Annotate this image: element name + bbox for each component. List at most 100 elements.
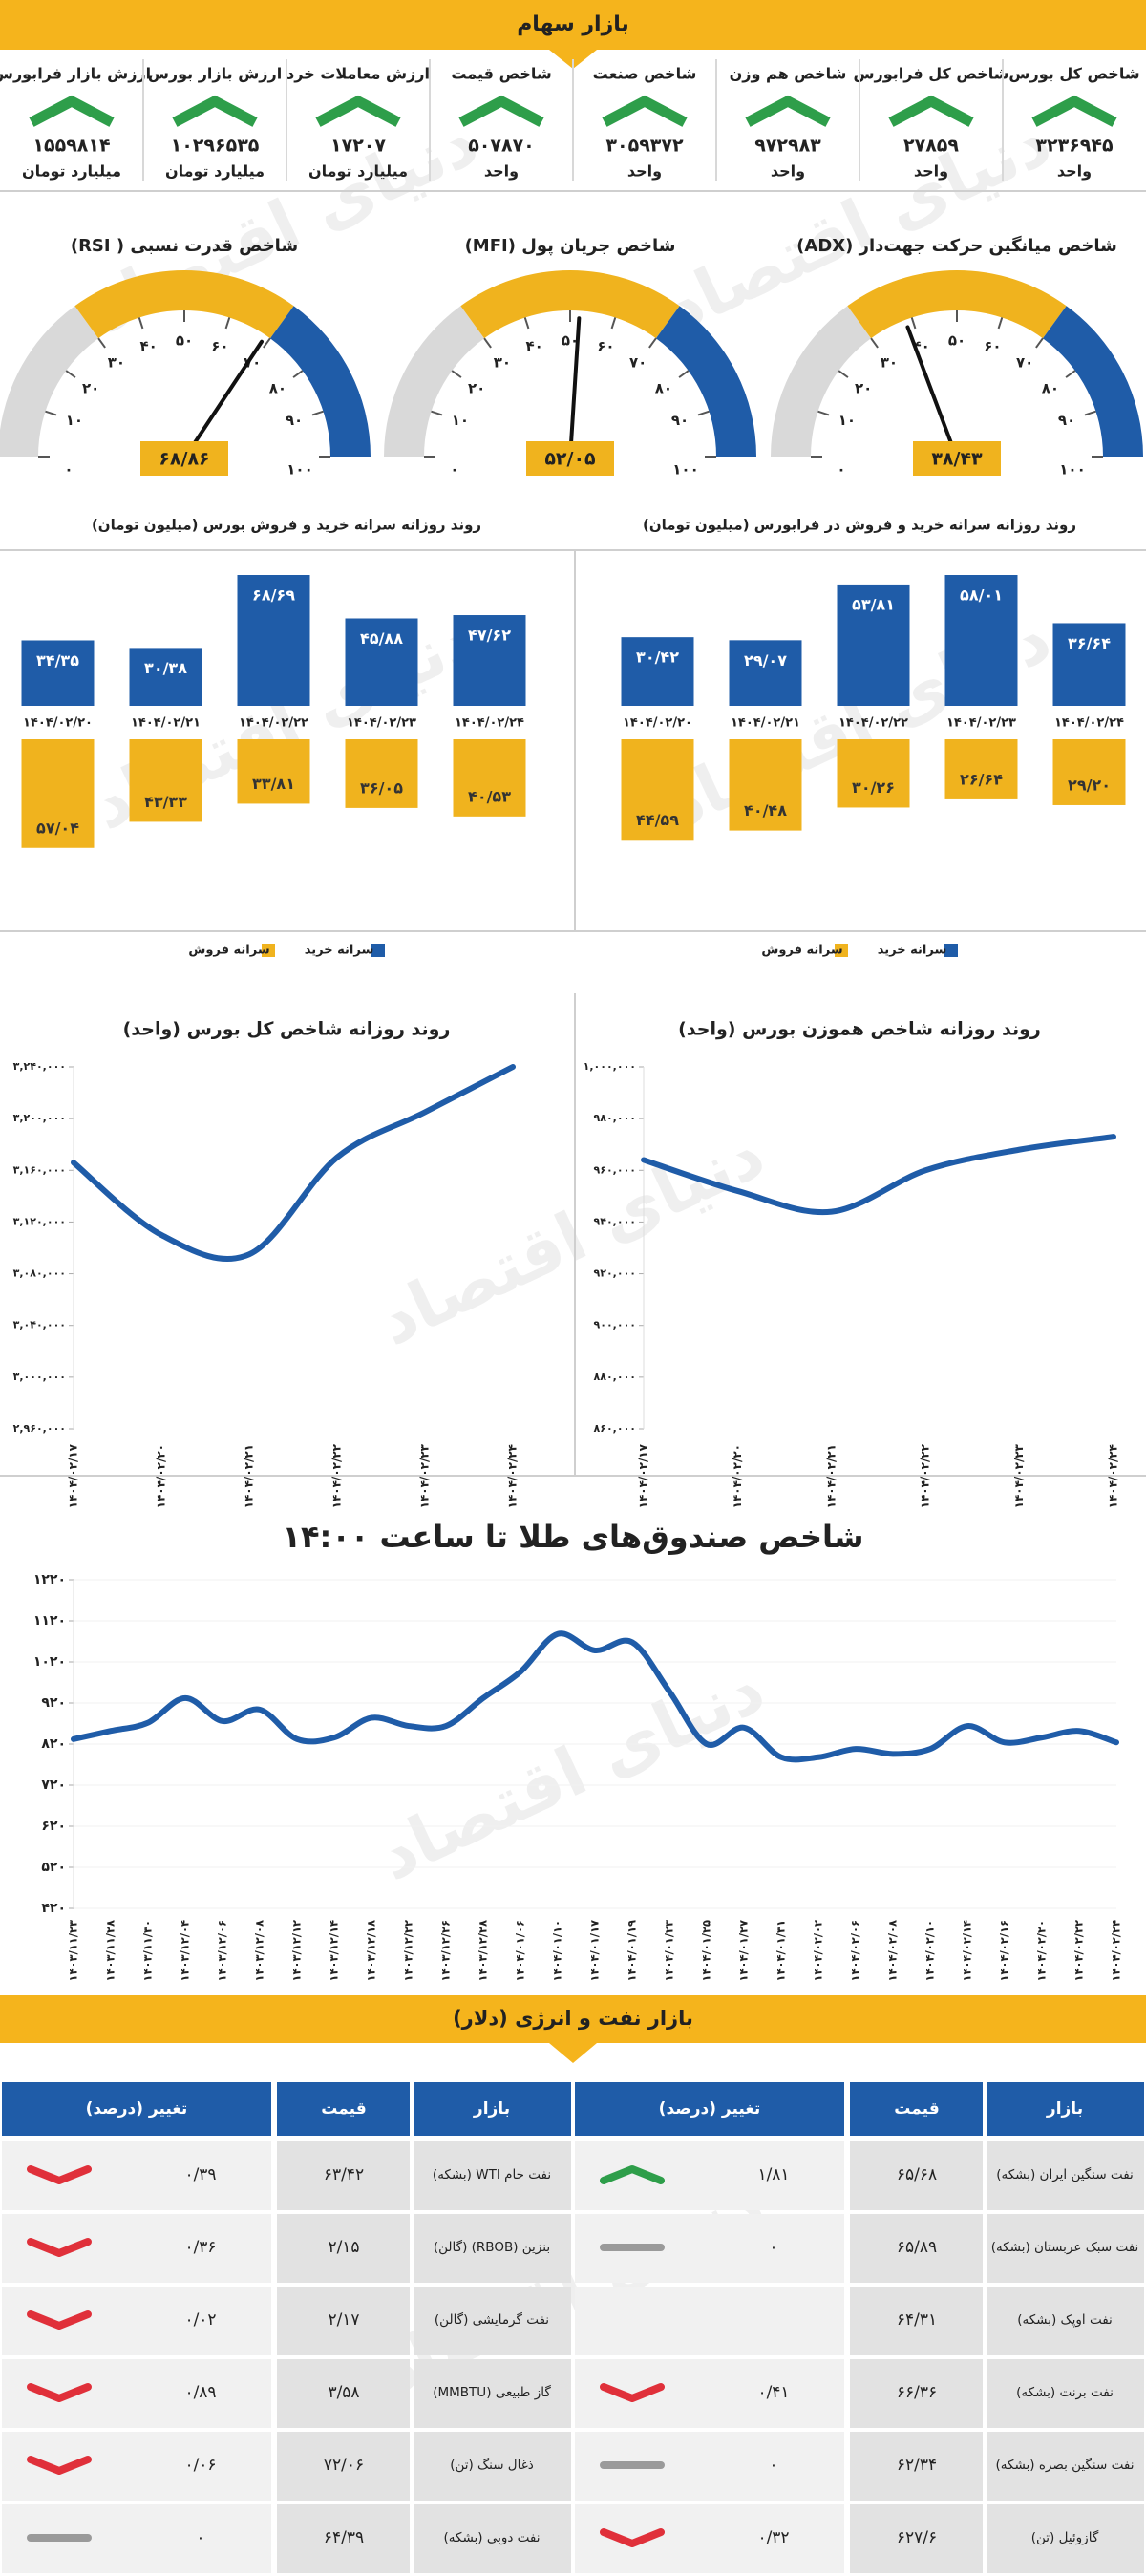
- x-tick-label: ۱۴۰۴/۰۲/۲۲: [239, 716, 308, 731]
- y-tick-label: ۸۸۰,۰۰۰: [594, 1371, 636, 1383]
- gauge-tick-label: ۳۰: [108, 354, 125, 372]
- y-tick-label: ۹۲۰: [41, 1695, 66, 1711]
- gauge-tick-label: ۹۰: [1058, 412, 1075, 429]
- indicator-arrow: [745, 95, 831, 127]
- x-tick-label: ۱۴۰۳/۱۲/۰۴: [179, 1920, 192, 1982]
- x-tick-label: ۱۴۰۴/۰۲/۱۰: [923, 1920, 937, 1982]
- x-tick-label: ۱۴۰۴/۰۲/۲۰: [731, 1444, 744, 1508]
- y-tick-label: ۳,۰۴۰,۰۰۰: [13, 1319, 66, 1331]
- gauge-tick-label: ۱۰۰: [286, 461, 312, 479]
- x-tick-label: ۱۴۰۴/۰۲/۲۳: [418, 1443, 432, 1508]
- x-tick-label: ۱۴۰۴/۰۲/۲۲: [919, 1443, 932, 1508]
- table-cell: [414, 2359, 571, 2428]
- y-tick-label: ۳,۰۸۰,۰۰۰: [13, 1267, 66, 1280]
- change: ۰/۴۱: [757, 2383, 789, 2402]
- legend-swatch: [262, 944, 275, 957]
- value-label: ۴۳/۳۳: [144, 793, 187, 811]
- price: ۶۲۷/۶: [897, 2528, 937, 2547]
- indicator-unit: واحد: [484, 162, 519, 181]
- x-tick-label: ۱۴۰۳/۱۱/۲۳: [67, 1920, 80, 1982]
- y-tick-label: ۸۲۰: [41, 1736, 66, 1752]
- indicator-title: شاخص کل فرابورس: [853, 65, 1008, 83]
- gauge-tick: [1065, 370, 1076, 378]
- gauge-tick-label: ۱۰: [838, 412, 856, 429]
- indicator-unit: میلیارد تومان: [308, 162, 408, 181]
- bar: [729, 640, 802, 706]
- gauge-title: شاخص قدرت نسبی ( RSI): [71, 236, 298, 256]
- gauge-tick-label: ۳۰: [881, 354, 898, 372]
- indicator-arrow: [315, 95, 401, 127]
- table-cell: [277, 2214, 410, 2283]
- value-label: ۳۴/۳۵: [36, 651, 79, 670]
- gauge-value-box: [526, 441, 614, 476]
- indicator-unit: واحد: [914, 162, 948, 181]
- price: ۶۴/۳۱: [897, 2310, 937, 2330]
- market-name: بنزین (RBOB) (گالن): [434, 2239, 550, 2255]
- indicator-unit: واحد: [1057, 162, 1092, 181]
- x-tick-label: ۱۴۰۳/۱۲/۱۲: [290, 1920, 304, 1982]
- gauge-tick-label: ۱۰۰: [672, 461, 698, 479]
- line: [71, 1064, 516, 1263]
- gauge-tick: [610, 317, 617, 330]
- table-header-cell: [2, 2082, 271, 2136]
- legend-label: سرانه خرید: [878, 944, 946, 958]
- market-name: ذغال سنگ (تن): [450, 2458, 534, 2473]
- gauge-value: ۵۲/۰۵: [544, 449, 596, 470]
- x-tick-label: ۱۴۰۴/۰۲/۲۳: [347, 716, 416, 731]
- price: ۶۳/۴۲: [324, 2165, 364, 2184]
- x-tick-label: ۱۴۰۴/۰۱/۰۶: [514, 1920, 527, 1982]
- gauge-band: [74, 270, 294, 339]
- indicator-value: ۳۲۳۶۹۴۵: [1035, 136, 1114, 157]
- bar: [1052, 623, 1126, 706]
- gauge-band: [460, 270, 680, 339]
- indicator-unit: میلیارد تومان: [22, 162, 121, 181]
- gauge-tick-label: ۲۰: [468, 379, 485, 396]
- x-tick-label: ۱۴۰۴/۰۲/۲۲: [330, 1443, 344, 1508]
- trend-icon: [600, 2383, 665, 2402]
- bar: [621, 637, 694, 706]
- gauge-tick: [65, 370, 76, 378]
- x-tick-label: ۱۴۰۴/۰۲/۲۰: [23, 716, 93, 731]
- gauge-tick: [483, 337, 492, 349]
- x-tick-label: ۱۴۰۴/۰۱/۱۷: [588, 1920, 602, 1982]
- x-tick-label: ۱۴۰۳/۱۲/۲۸: [477, 1920, 490, 1982]
- x-tick-label: ۱۴۰۴/۰۱/۱۹: [626, 1920, 639, 1982]
- x-tick-label: ۱۴۰۴/۰۱/۲۳: [663, 1920, 676, 1982]
- line-title: روند روزانه شاخص هموزن بورس (واحد): [678, 1019, 1041, 1040]
- y-tick-label: ۲,۹۶۰,۰۰۰: [13, 1422, 66, 1435]
- gauge-needle: [568, 316, 582, 460]
- value-label: ۳۰/۲۶: [852, 778, 895, 797]
- bar: [837, 584, 910, 706]
- table-header: قیمت: [894, 2099, 939, 2118]
- y-tick-label: ۱,۰۰۰,۰۰۰: [584, 1060, 636, 1073]
- value-label: ۴۷/۶۲: [468, 627, 511, 645]
- line-title: روند روزانه شاخص کل بورس (واحد): [123, 1019, 451, 1040]
- table-cell: [414, 2141, 571, 2210]
- header-band: [0, 0, 1146, 50]
- table-cell: [987, 2287, 1144, 2355]
- market-name: نفت دوبی (بشکه): [444, 2530, 541, 2545]
- market-name: گاز طبیعی (MMBTU): [433, 2384, 551, 2400]
- table-cell: [987, 2359, 1144, 2428]
- gauge-tick-label: ۸۰: [269, 379, 286, 396]
- trend-icon: [600, 2165, 665, 2184]
- change: ۰/۰۶: [184, 2456, 216, 2475]
- gauge-title: شاخص جریان پول (MFI): [465, 236, 676, 256]
- table-cell: [277, 2504, 410, 2573]
- indicator-title: شاخص هم وزن: [730, 65, 847, 83]
- y-tick-label: ۳,۲۰۰,۰۰۰: [13, 1112, 66, 1124]
- x-tick-label: ۱۴۰۳/۱۲/۱۴: [328, 1920, 341, 1982]
- y-tick-label: ۹۶۰,۰۰۰: [594, 1163, 636, 1176]
- x-tick-label: ۱۴۰۳/۱۲/۰۶: [216, 1920, 229, 1982]
- legend-label: سرانه فروش: [188, 944, 269, 958]
- bar: [837, 739, 910, 808]
- indicator-unit: واحد: [771, 162, 805, 181]
- bar: [237, 739, 310, 804]
- indicator-title: شاخص کل بورس: [1008, 65, 1139, 83]
- table-cell: [277, 2141, 410, 2210]
- bar: [621, 739, 694, 841]
- market-name: نفت برنت (بشکه): [1016, 2385, 1114, 2400]
- gauge-tick-label: ۷۰: [1016, 354, 1033, 372]
- x-tick-label: ۱۴۰۳/۱۲/۲۲: [402, 1920, 415, 1982]
- gauge-tick-label: ۰: [450, 461, 458, 479]
